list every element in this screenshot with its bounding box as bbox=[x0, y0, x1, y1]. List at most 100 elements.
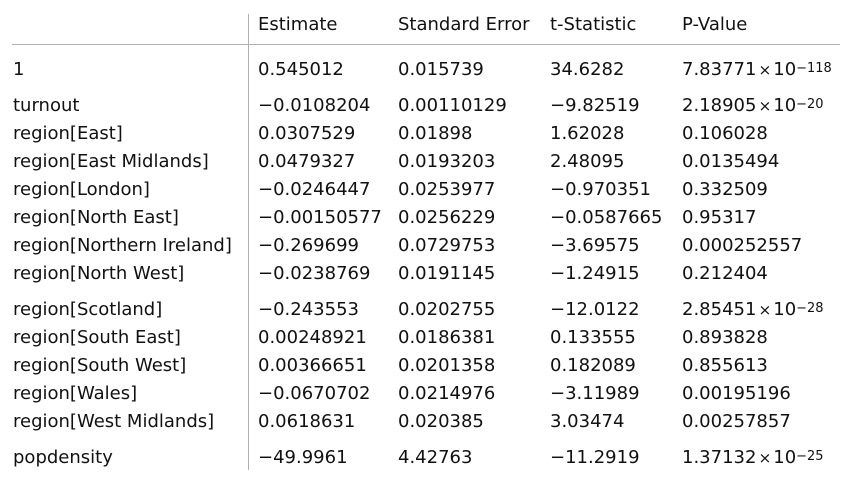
row-label: 1 bbox=[13, 59, 25, 80]
row-label: region[South East] bbox=[13, 327, 181, 348]
standard-error-cell: 0.0202755 bbox=[398, 299, 496, 320]
estimate-cell: 0.0307529 bbox=[258, 123, 356, 144]
exponent-base: 10 bbox=[773, 299, 797, 320]
estimate-cell: −0.269699 bbox=[258, 235, 359, 256]
p-value-mantissa: 0.95317 bbox=[682, 207, 757, 228]
exponent: −20 bbox=[796, 96, 824, 112]
estimate-cell: −0.0670702 bbox=[258, 383, 371, 404]
times-sign: × bbox=[758, 61, 772, 79]
exponent-base: 10 bbox=[773, 447, 797, 468]
exponent: −118 bbox=[796, 60, 832, 76]
standard-error-cell: 0.0193203 bbox=[398, 151, 496, 172]
p-value-cell: 0.106028 bbox=[682, 123, 768, 145]
standard-error-cell: 0.020385 bbox=[398, 411, 484, 432]
t-statistic-cell: −0.0587665 bbox=[550, 207, 663, 228]
estimate-cell: 0.00248921 bbox=[258, 327, 367, 348]
p-value-mantissa: 0.000252557 bbox=[682, 235, 803, 256]
p-value-mantissa: 0.106028 bbox=[682, 123, 768, 144]
standard-error-cell: 0.00110129 bbox=[398, 95, 507, 116]
standard-error-cell: 0.0186381 bbox=[398, 327, 496, 348]
standard-error-cell: 0.01898 bbox=[398, 123, 473, 144]
estimate-cell: −49.9961 bbox=[258, 447, 348, 468]
times-sign: × bbox=[758, 97, 772, 115]
t-statistic-cell: −12.0122 bbox=[550, 299, 640, 320]
p-value-cell: 0.893828 bbox=[682, 327, 768, 349]
header-t-statistic: t-Statistic bbox=[550, 14, 637, 35]
standard-error-cell: 0.0253977 bbox=[398, 179, 496, 200]
p-value-mantissa: 0.212404 bbox=[682, 263, 768, 284]
standard-error-cell: 0.0201358 bbox=[398, 355, 496, 376]
times-sign: × bbox=[758, 301, 772, 319]
p-value-mantissa: 1.37132 bbox=[682, 447, 757, 468]
p-value-cell: 2.85451 × 10−28 bbox=[682, 299, 824, 323]
p-value-cell: 7.83771 × 10−118 bbox=[682, 59, 832, 83]
row-label: region[Northern Ireland] bbox=[13, 235, 232, 256]
estimate-cell: 0.0479327 bbox=[258, 151, 356, 172]
header-divider bbox=[12, 44, 840, 45]
p-value-mantissa: 2.18905 bbox=[682, 95, 757, 116]
p-value-mantissa: 0.332509 bbox=[682, 179, 768, 200]
row-label: region[North East] bbox=[13, 207, 179, 228]
row-label: region[North West] bbox=[13, 263, 185, 284]
standard-error-cell: 0.0256229 bbox=[398, 207, 496, 228]
p-value-cell: 1.37132 × 10−25 bbox=[682, 447, 824, 471]
p-value-cell: 0.00257857 bbox=[682, 411, 791, 433]
standard-error-cell: 0.015739 bbox=[398, 59, 484, 80]
p-value-cell: 0.332509 bbox=[682, 179, 768, 201]
standard-error-cell: 0.0729753 bbox=[398, 235, 496, 256]
p-value-mantissa: 7.83771 bbox=[682, 59, 757, 80]
standard-error-cell: 4.42763 bbox=[398, 447, 473, 468]
header-p-value: P-Value bbox=[682, 14, 748, 35]
row-label: region[East Midlands] bbox=[13, 151, 209, 172]
t-statistic-cell: 0.182089 bbox=[550, 355, 636, 376]
t-statistic-cell: −9.82519 bbox=[550, 95, 640, 116]
row-label: popdensity bbox=[13, 447, 113, 468]
row-label: region[West Midlands] bbox=[13, 411, 215, 432]
p-value-cell: 0.95317 bbox=[682, 207, 756, 229]
header-standard-error: Standard Error bbox=[398, 14, 530, 35]
t-statistic-cell: −11.2919 bbox=[550, 447, 640, 468]
p-value-mantissa: 0.855613 bbox=[682, 355, 768, 376]
row-label: region[London] bbox=[13, 179, 150, 200]
estimate-cell: −0.243553 bbox=[258, 299, 359, 320]
exponent: −25 bbox=[796, 448, 824, 464]
p-value-cell: 0.00195196 bbox=[682, 383, 791, 405]
p-value-cell: 0.212404 bbox=[682, 263, 768, 285]
t-statistic-cell: 3.03474 bbox=[550, 411, 625, 432]
p-value-mantissa: 0.893828 bbox=[682, 327, 768, 348]
standard-error-cell: 0.0191145 bbox=[398, 263, 496, 284]
p-value-mantissa: 2.85451 bbox=[682, 299, 757, 320]
exponent: −28 bbox=[796, 300, 824, 316]
p-value-mantissa: 0.00257857 bbox=[682, 411, 791, 432]
p-value-mantissa: 0.0135494 bbox=[682, 151, 780, 172]
estimate-cell: −0.0246447 bbox=[258, 179, 371, 200]
estimate-cell: −0.0108204 bbox=[258, 95, 371, 116]
estimate-cell: −0.00150577 bbox=[258, 207, 382, 228]
t-statistic-cell: −0.970351 bbox=[550, 179, 651, 200]
row-label: region[East] bbox=[13, 123, 123, 144]
column-divider bbox=[248, 14, 249, 470]
estimate-cell: −0.0238769 bbox=[258, 263, 371, 284]
t-statistic-cell: 34.6282 bbox=[550, 59, 625, 80]
t-statistic-cell: 0.133555 bbox=[550, 327, 636, 348]
p-value-cell: 0.0135494 bbox=[682, 151, 779, 173]
estimate-cell: 0.0618631 bbox=[258, 411, 356, 432]
t-statistic-cell: 1.62028 bbox=[550, 123, 625, 144]
t-statistic-cell: −1.24915 bbox=[550, 263, 640, 284]
estimate-cell: 0.545012 bbox=[258, 59, 344, 80]
t-statistic-cell: 2.48095 bbox=[550, 151, 625, 172]
p-value-cell: 2.18905 × 10−20 bbox=[682, 95, 824, 119]
header-estimate: Estimate bbox=[258, 14, 338, 35]
p-value-cell: 0.855613 bbox=[682, 355, 768, 377]
estimate-cell: 0.00366651 bbox=[258, 355, 367, 376]
row-label: region[Wales] bbox=[13, 383, 138, 404]
t-statistic-cell: −3.69575 bbox=[550, 235, 640, 256]
standard-error-cell: 0.0214976 bbox=[398, 383, 496, 404]
row-label: region[South West] bbox=[13, 355, 187, 376]
t-statistic-cell: −3.11989 bbox=[550, 383, 640, 404]
row-label: region[Scotland] bbox=[13, 299, 163, 320]
p-value-mantissa: 0.00195196 bbox=[682, 383, 791, 404]
times-sign: × bbox=[758, 449, 772, 467]
exponent-base: 10 bbox=[773, 59, 797, 80]
